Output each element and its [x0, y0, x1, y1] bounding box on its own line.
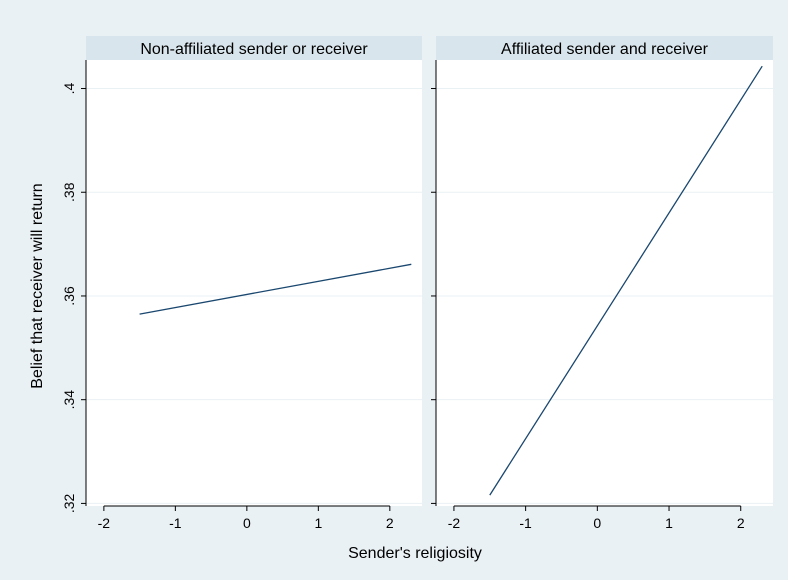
x-tick-label: 2: [386, 515, 394, 531]
y-tick-label: .38: [61, 182, 77, 202]
x-tick-label: -2: [448, 515, 461, 531]
x-tick-label: 1: [665, 515, 673, 531]
plot-area: [86, 60, 422, 506]
panel-title: Non-affiliated sender or receiver: [140, 41, 368, 58]
x-tick-label: 0: [243, 515, 251, 531]
y-tick-label: .36: [61, 286, 77, 306]
x-tick-label: -1: [169, 515, 182, 531]
y-tick-label: .4: [61, 82, 77, 94]
plot-area: [436, 60, 773, 506]
x-tick-label: 1: [314, 515, 322, 531]
y-tick-label: .32: [61, 493, 77, 513]
x-tick-label: 0: [593, 515, 601, 531]
x-tick-label: 2: [737, 515, 745, 531]
x-tick-label: -2: [98, 515, 111, 531]
panel-title: Affiliated sender and receiver: [501, 41, 709, 58]
x-axis-title: Sender's religiosity: [348, 545, 482, 562]
panels: Non-affiliated sender or receiver .32 .34.…: [61, 36, 773, 531]
panel-2: Affiliated sender and receiver -2 -1 0 1 2: [431, 36, 773, 531]
panel-strip: [86, 36, 422, 60]
y-tick-label: .34: [61, 390, 77, 410]
panel-strip: [436, 36, 773, 60]
panel-1: Non-affiliated sender or receiver .32 .34.…: [61, 36, 422, 531]
series-line: [489, 65, 763, 496]
series-line: [139, 263, 412, 315]
x-tick-label: -1: [519, 515, 532, 531]
y-axis-title: Belief that receiver will return: [29, 183, 46, 388]
